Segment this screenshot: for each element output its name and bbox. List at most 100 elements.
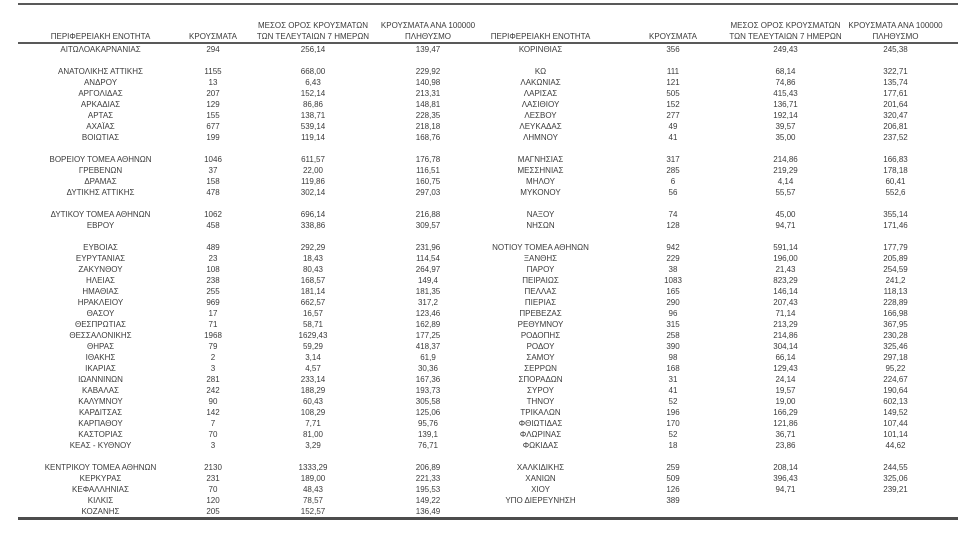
region-name-cell: ΛΑΣΙΘΙΟΥ	[521, 100, 560, 109]
table-row: ΚΕΑΣ - ΚΥΘΝΟΥ 3 3,29 76,71 ΦΩΚΙΔΑΣ 18 23,86 44,…	[18, 440, 958, 451]
region-name-cell: ΑΡΓΟΛΙΔΑΣ	[78, 89, 123, 98]
cases-cell: 199	[206, 133, 220, 142]
cases-cell: 1155	[204, 67, 222, 76]
region-name-cell: ΠΑΡΟΥ	[526, 265, 555, 274]
per-100k-cell: 418,37	[415, 342, 441, 351]
cases-cell: 23	[208, 254, 218, 263]
cases-cell: 509	[666, 474, 680, 483]
cases-cell: 229	[666, 254, 680, 263]
avg-7day-cell: 18,43	[302, 254, 324, 263]
per-100k-cell: 224,67	[883, 375, 908, 384]
table-row: ΕΒΡΟΥ 458 338,86 309,57 ΝΗΣΩΝ 128 94,71 171,46	[18, 220, 958, 231]
avg-7day-cell	[738, 495, 833, 506]
region-name-cell: ΑΡΤΑΣ	[87, 111, 114, 120]
per-100k-cell	[833, 143, 958, 154]
cases-cell: 2	[210, 353, 216, 362]
table-row	[18, 143, 958, 154]
per-100k-cell: 162,89	[415, 320, 441, 329]
region-name-cell: ΘΗΡΑΣ	[86, 342, 115, 351]
cases-cell: 165	[666, 287, 680, 296]
region-name-cell: ΙΘΑΚΗΣ	[85, 353, 116, 362]
per-100k-cell: 254,59	[883, 265, 908, 274]
per-100k-cell: 95,76	[417, 419, 439, 428]
cases-cell: 238	[206, 276, 220, 285]
per-100k-cell: 149,22	[415, 496, 441, 505]
table-row: ΓΡΕΒΕΝΩΝ 37 22,00 116,51 ΜΕΣΣΗΝΙΑΣ 285 219,29 1…	[18, 165, 958, 176]
cases-cell: 108	[206, 265, 220, 274]
region-name-cell: ΚΟΡΙΝΘΙΑΣ	[518, 45, 563, 54]
table-body: ΑΙΤΩΛΟΑΚΑΡΝΑΝΙΑΣ 294 256,14 139,47 ΚΟΡΙΝΘΙΑΣ…	[18, 44, 958, 520]
avg-7day-cell: 94,71	[775, 485, 796, 494]
cases-cell: 7	[210, 419, 216, 428]
cases-cell	[608, 231, 738, 242]
region-name-cell: ΚΕΑΣ - ΚΥΘΝΟΥ	[69, 441, 132, 450]
region-name-cell: ΛΑΚΩΝΙΑΣ	[520, 78, 561, 87]
per-100k-cell	[383, 143, 473, 154]
cases-cell: 255	[206, 287, 220, 296]
avg-7day-cell: 823,29	[773, 276, 798, 285]
avg-7day-cell: 591,14	[773, 243, 798, 252]
region-name-cell: ΕΒΡΟΥ	[86, 221, 115, 230]
avg-7day-cell	[243, 231, 383, 242]
per-100k-cell	[833, 198, 958, 209]
per-100k-cell: 118,13	[883, 287, 908, 296]
per-100k-cell: 95,22	[885, 364, 906, 373]
cases-cell	[183, 55, 243, 66]
column-header-label: ΚΡΟΥΣΜΑΤΑ	[649, 31, 697, 41]
avg-7day-cell	[243, 451, 383, 462]
cases-cell: 489	[206, 243, 220, 252]
avg-7day-cell: 35,00	[775, 133, 796, 142]
region-name-cell: ΠΕΙΡΑΙΩΣ	[522, 276, 559, 285]
cases-cell: 152	[666, 100, 680, 109]
table-row: ΘΕΣΣΑΛΟΝΙΚΗΣ 1968 1629,43 177,25 ΡΟΔΟΠΗΣ 258 2…	[18, 330, 958, 341]
cases-cell: 281	[206, 375, 220, 384]
avg-7day-cell: 6,43	[305, 78, 321, 87]
per-100k-cell: 140,98	[415, 78, 441, 87]
per-100k-cell: 237,52	[883, 133, 908, 142]
per-100k-cell: 181,35	[415, 287, 441, 296]
per-100k-cell: 325,06	[883, 474, 908, 483]
per-100k-cell	[833, 231, 958, 242]
region-name-cell: ΜΑΓΝΗΣΙΑΣ	[517, 155, 564, 164]
cases-cell: 52	[668, 430, 678, 439]
region-name-cell: ΚΑΡΠΑΘΟΥ	[78, 419, 123, 428]
per-100k-cell: 123,46	[415, 309, 441, 318]
per-100k-cell: 101,14	[883, 430, 908, 439]
cases-cell: 79	[208, 342, 218, 351]
cases-cell: 677	[206, 122, 220, 131]
cases-cell: 317	[666, 155, 680, 164]
table-row: ΑΧΑΪΑΣ 677 539,14 218,18 ΛΕΥΚΑΔΑΣ 49 39,57 206,…	[18, 121, 958, 132]
per-100k-cell: 309,57	[415, 221, 441, 230]
cases-cell: 13	[208, 78, 218, 87]
cases-cell	[608, 143, 738, 154]
column-header-region-right: ΠΕΡΙΦΕΡΕΙΑΚΗ ΕΝΟΤΗΤΑ	[473, 12, 608, 42]
cases-cell: 205	[206, 507, 220, 516]
column-header-label-line1: ΜΕΣΟΣ ΟΡΟΣ ΚΡΟΥΣΜΑΤΩΝ	[257, 21, 369, 30]
cases-cell: 1083	[664, 276, 682, 285]
cases-cell: 74	[668, 210, 678, 219]
per-100k-cell: 367,95	[883, 320, 908, 329]
avg-7day-cell: 539,14	[300, 122, 326, 131]
cases-cell: 98	[668, 353, 678, 362]
region-name-cell: ΠΙΕΡΙΑΣ	[524, 298, 557, 307]
region-name-cell: ΝΗΣΩΝ	[526, 221, 555, 230]
table-row: ΚΕΡΚΥΡΑΣ 231 189,00 221,33 ΧΑΝΙΩΝ 509 396,43 32…	[18, 473, 958, 484]
per-100k-cell: 61,9	[420, 353, 436, 362]
per-100k-cell: 114,54	[416, 254, 440, 263]
region-name-cell	[473, 231, 608, 242]
per-100k-cell: 177,61	[883, 89, 908, 98]
avg-7day-cell: 188,29	[300, 386, 326, 395]
per-100k-cell: 355,14	[883, 210, 908, 219]
cases-cell: 315	[666, 320, 680, 329]
table-row: ΚΑΡΠΑΘΟΥ 7 7,71 95,76 ΦΘΙΩΤΙΔΑΣ 170 121,86 107,…	[18, 418, 958, 429]
column-header-label-line2: ΤΩΝ ΤΕΛΕΥΤΑΙΩΝ 7 ΗΜΕΡΩΝ	[256, 31, 370, 41]
region-name-cell: ΧΑΛΚΙΔΙΚΗΣ	[516, 463, 565, 472]
region-name-cell: ΑΡΚΑΔΙΑΣ	[80, 100, 121, 109]
table-row	[18, 55, 958, 66]
cases-cell: 158	[206, 177, 220, 186]
avg-7day-cell: 696,14	[300, 210, 326, 219]
region-name-cell: ΛΕΥΚΑΔΑΣ	[519, 122, 562, 131]
per-100k-cell: 176,78	[415, 155, 441, 164]
region-name-cell	[473, 55, 608, 66]
region-name-cell: ΔΥΤΙΚΟΥ ΤΟΜΕΑ ΑΘΗΝΩΝ	[50, 210, 151, 219]
